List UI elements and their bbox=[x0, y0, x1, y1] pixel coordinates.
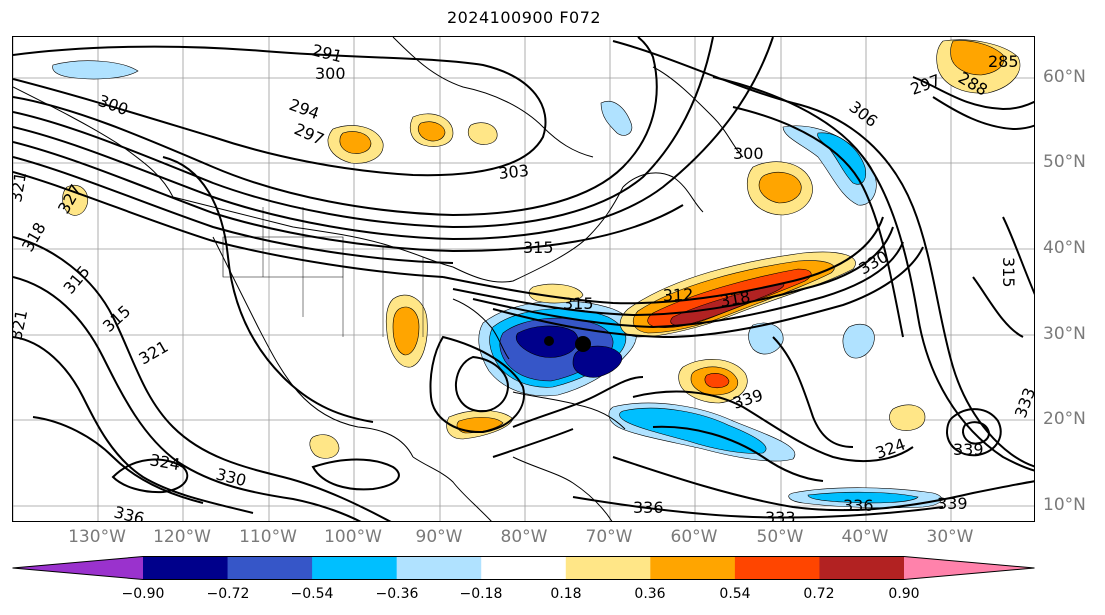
colorbar-bin bbox=[481, 556, 567, 580]
contour-label: 336 bbox=[843, 496, 874, 515]
negative-anomaly-region bbox=[748, 322, 784, 355]
longitude-label: 50°W bbox=[756, 527, 804, 547]
contour-label: 315 bbox=[999, 257, 1018, 288]
contour-label: 336 bbox=[112, 502, 146, 522]
positive-anomaly-region bbox=[62, 185, 89, 216]
map-canvas: 291 294 297 300 300 300 303 306 315 315 … bbox=[13, 37, 1035, 522]
latitude-label: 60°N bbox=[1043, 67, 1086, 87]
colorbar-bin bbox=[396, 556, 482, 580]
contour-label-layer: 291 294 297 300 300 300 303 306 315 315 … bbox=[13, 40, 1035, 522]
contour-label: 324 bbox=[873, 434, 908, 462]
contour-label: 333 bbox=[1011, 385, 1035, 420]
contour-label: 321 bbox=[136, 337, 172, 369]
latitude-label: 50°N bbox=[1043, 152, 1086, 172]
contour-label: 321 bbox=[13, 170, 30, 203]
colorbar-bin bbox=[650, 556, 736, 580]
colorbar-bin bbox=[565, 556, 651, 580]
contour-label: 321 bbox=[13, 308, 31, 342]
negative-anomaly-region bbox=[600, 101, 633, 136]
contour-label: 297 bbox=[291, 119, 327, 149]
colorbar-bin bbox=[143, 556, 229, 580]
longitude-label: 60°W bbox=[670, 527, 718, 547]
colorbar-bin bbox=[312, 556, 398, 580]
contour-label: 339 bbox=[953, 440, 984, 459]
colorbar-tick-label: −0.72 bbox=[206, 586, 250, 602]
latitude-label: 10°N bbox=[1043, 495, 1086, 515]
colorbar-extend-min bbox=[12, 556, 143, 580]
contour-label: 330 bbox=[214, 464, 248, 490]
longitude-label: 80°W bbox=[500, 527, 548, 547]
contour-label: 294 bbox=[287, 95, 322, 123]
figure-title: 2024100900 F072 bbox=[446, 8, 602, 27]
contour-label: 297 bbox=[908, 70, 943, 98]
contour-label: 291 bbox=[310, 40, 344, 66]
positive-anomaly-region bbox=[950, 40, 1005, 76]
longitude-label: 120°W bbox=[153, 527, 211, 547]
positive-anomaly-region bbox=[417, 121, 446, 142]
positive-anomaly-region bbox=[392, 306, 420, 356]
latitude-label: 40°N bbox=[1043, 238, 1086, 258]
contour-label: 333 bbox=[765, 508, 796, 522]
contour-label: 300 bbox=[315, 64, 346, 83]
contour-label: 339 bbox=[937, 494, 968, 513]
longitude-label: 130°W bbox=[68, 527, 126, 547]
colorbar-bin bbox=[819, 556, 905, 580]
colorbar-tick-label: −0.90 bbox=[121, 586, 165, 602]
positive-anomaly-region bbox=[339, 131, 372, 154]
positive-anomaly-region bbox=[467, 122, 498, 145]
contour-label: 315 bbox=[523, 238, 554, 257]
colorbar-tick-label: 0.18 bbox=[550, 586, 582, 602]
secondary-center-dot bbox=[544, 336, 554, 346]
positive-anomaly-region bbox=[704, 373, 730, 389]
contour-label: 315 bbox=[563, 294, 594, 313]
colorbar-tick-label: −0.36 bbox=[375, 586, 419, 602]
latitude-label: 20°N bbox=[1043, 409, 1086, 429]
positive-anomaly-region bbox=[889, 404, 926, 431]
colorbar-tick-label: 0.36 bbox=[634, 586, 666, 602]
negative-anomaly-region bbox=[842, 323, 875, 359]
colorbar-extend-max bbox=[904, 556, 1035, 580]
hurricane-center-dot bbox=[575, 336, 591, 352]
colorbar-tick-label: 0.54 bbox=[719, 586, 751, 602]
colorbar-tick-label: −0.54 bbox=[290, 586, 334, 602]
contour-label: 315 bbox=[99, 301, 134, 336]
contour-label: 336 bbox=[633, 498, 664, 517]
colorbar-tick-label: −0.18 bbox=[459, 586, 503, 602]
longitude-label: 100°W bbox=[324, 527, 382, 547]
positive-anomaly-region bbox=[758, 172, 802, 204]
longitude-label: 90°W bbox=[415, 527, 463, 547]
contour-label: 315 bbox=[60, 262, 94, 298]
colorbar-tick-label: 0.90 bbox=[888, 586, 920, 602]
contour-label: 285 bbox=[988, 52, 1019, 71]
contour-label: 306 bbox=[846, 97, 882, 131]
negative-anomaly-region bbox=[807, 491, 919, 504]
negative-anomaly-region bbox=[52, 60, 139, 80]
negative-anomaly-region bbox=[619, 407, 767, 454]
colorbar bbox=[12, 556, 1035, 580]
contour-label: 300 bbox=[96, 91, 131, 119]
colorbar-bin bbox=[734, 556, 820, 580]
latitude-label: 30°N bbox=[1043, 324, 1086, 344]
contour-label: 303 bbox=[497, 161, 529, 183]
colorbar-bin bbox=[227, 556, 313, 580]
contour-lines bbox=[13, 37, 1034, 521]
negative-anomaly-region bbox=[572, 345, 623, 378]
colorbar-tick-label: 0.72 bbox=[803, 586, 835, 602]
positive-anomaly-region bbox=[309, 434, 340, 459]
longitude-label: 40°W bbox=[841, 527, 889, 547]
contour-label: 324 bbox=[148, 450, 181, 474]
contour-label: 312 bbox=[662, 285, 693, 305]
longitude-label: 110°W bbox=[239, 527, 297, 547]
map-panel: 291 294 297 300 300 300 303 306 315 315 … bbox=[12, 36, 1035, 522]
longitude-label: 30°W bbox=[926, 527, 974, 547]
contour-label: 300 bbox=[733, 144, 764, 163]
longitude-label: 70°W bbox=[585, 527, 633, 547]
